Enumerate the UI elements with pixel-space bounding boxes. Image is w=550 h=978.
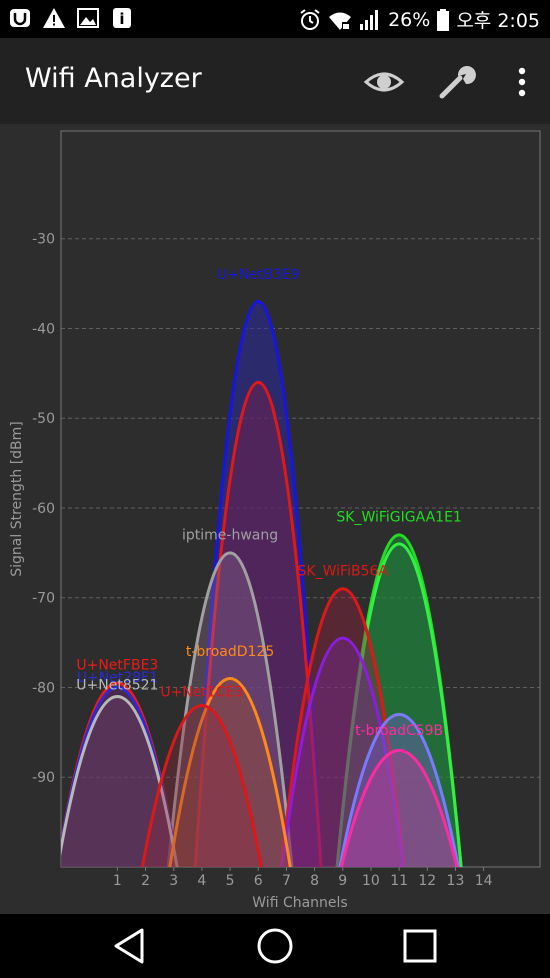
x-tick-label: 12 (418, 873, 436, 889)
y-tick-label: -30 (32, 232, 55, 248)
network-label: U+NetB3E9 (217, 267, 300, 283)
x-tick-label: 11 (390, 873, 408, 889)
svg-text:i: i (119, 10, 124, 28)
x-axis-ticks: 1 2 3 4 5 6 7 8 9 10 11 12 13 14 (113, 867, 493, 889)
warning-icon (43, 8, 65, 28)
network-label: SK_WiFiGIGAA1E1 (336, 509, 461, 525)
signal-curve (339, 748, 459, 867)
x-tick-label: 5 (226, 873, 235, 889)
navigation-bar (0, 914, 550, 978)
y-axis-ticks: -30 -40 -50 -60 -70 -80 -90 (32, 232, 55, 787)
x-tick-label: 14 (475, 873, 493, 889)
signal-curve (168, 677, 292, 867)
status-bar: i 26% 오후 2:05 (0, 0, 550, 38)
battery-icon (437, 8, 450, 31)
wrench-icon[interactable] (436, 60, 480, 104)
network-labels: U+NetB3E9 iptime-hwang SK_WiFiGIGAA1E1 SK_W… (76, 267, 462, 739)
wifi-locked-icon (329, 12, 352, 30)
x-tick-label: 10 (362, 873, 380, 889)
info-icon: i (113, 8, 131, 28)
x-tick-label: 9 (338, 873, 347, 889)
home-icon[interactable] (253, 924, 297, 968)
status-left-icons: i (8, 6, 134, 30)
y-tick-label: -40 (32, 321, 55, 337)
app-title: Wifi Analyzer (25, 63, 202, 94)
network-label: U+NetFBE3 (76, 658, 158, 674)
battery-percent: 26% (388, 8, 431, 31)
alarm-icon (300, 8, 320, 30)
y-tick-label: -50 (32, 411, 55, 427)
app-bar: Wifi Analyzer (0, 38, 550, 124)
signal-curve (140, 703, 263, 867)
network-label: t-broadD125 (186, 644, 274, 660)
x-tick-label: 13 (447, 873, 465, 889)
eye-icon[interactable] (362, 60, 406, 104)
signal-curve (193, 300, 323, 867)
wifi-channel-chart: U+NetB3E9 iptime-hwang SK_WiFiGIGAA1E1 SK_W… (0, 124, 550, 914)
x-tick-label: 8 (310, 873, 319, 889)
status-time: 오후 2:05 (456, 10, 540, 32)
network-label: iptime-hwang (182, 527, 278, 543)
notification-u-icon (10, 9, 30, 27)
back-icon[interactable] (108, 924, 152, 968)
signal-curve (61, 695, 179, 867)
x-tick-label: 6 (254, 873, 263, 889)
x-tick-label: 2 (141, 873, 150, 889)
status-right: 26% 오후 2:05 (298, 6, 540, 33)
x-tick-label: 1 (113, 873, 122, 889)
x-tick-label: 7 (282, 873, 291, 889)
y-tick-label: -60 (32, 501, 55, 517)
network-label: SK_WiFiB56A (298, 563, 389, 579)
signal-icon (360, 9, 379, 30)
y-axis-label: Signal Strength [dBm] (9, 421, 25, 577)
network-label: t-broadC59B (355, 723, 443, 739)
x-tick-label: 3 (169, 873, 178, 889)
x-axis-label: Wifi Channels (252, 895, 347, 911)
y-tick-label: -90 (32, 770, 55, 786)
image-icon (77, 8, 99, 28)
y-tick-label: -70 (32, 591, 55, 607)
recents-icon[interactable] (398, 924, 442, 968)
y-tick-label: -80 (32, 680, 55, 696)
network-label: U+Net8521 (76, 677, 158, 693)
network-label: U+Net28F1 (77, 670, 158, 686)
x-tick-label: 4 (197, 873, 206, 889)
signal-curves (61, 300, 463, 867)
network-label: U+Net1CE3 (160, 684, 243, 700)
overflow-menu-icon[interactable] (500, 60, 544, 104)
